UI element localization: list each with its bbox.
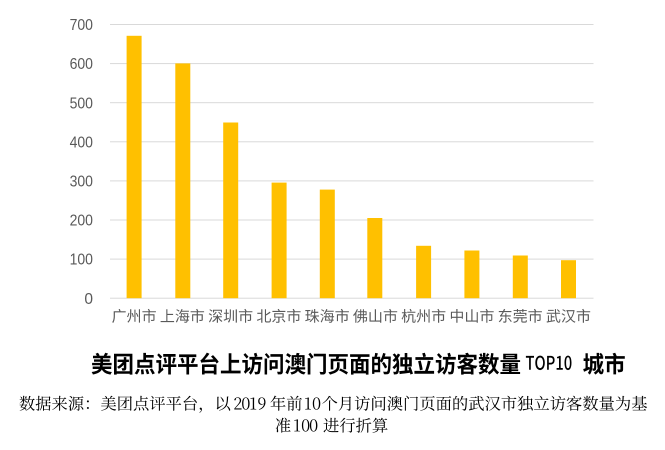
svg-text:0: 0 (84, 291, 93, 308)
svg-text:500: 500 (70, 95, 94, 112)
svg-text:400: 400 (70, 134, 94, 151)
svg-text:600: 600 (70, 56, 94, 73)
svg-text:100: 100 (70, 252, 94, 269)
svg-text:300: 300 (70, 174, 94, 191)
svg-text:200: 200 (70, 213, 94, 230)
svg-text:700: 700 (70, 17, 94, 34)
